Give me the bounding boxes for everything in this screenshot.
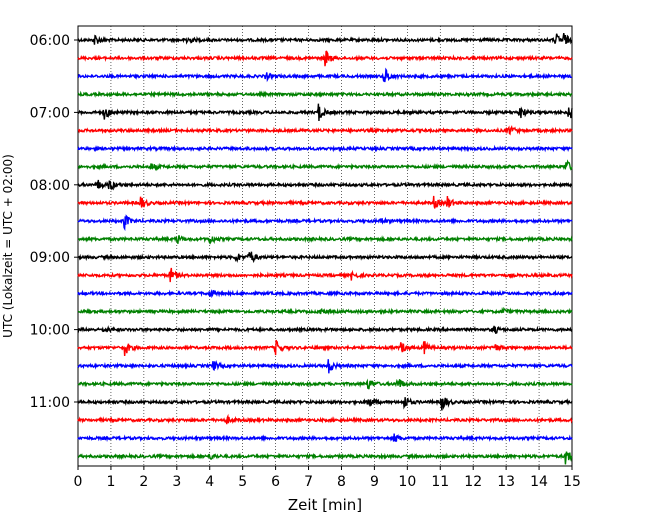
x-tick-label: 14 xyxy=(530,474,548,490)
seismic-trace xyxy=(77,67,573,83)
seismic-trace xyxy=(77,359,573,374)
seismic-trace xyxy=(77,251,573,264)
seismic-trace xyxy=(77,214,573,232)
seismic-trace xyxy=(77,378,573,390)
y-tick-label: 09:00 xyxy=(30,250,70,266)
seismic-trace xyxy=(77,289,573,299)
x-tick-label: 0 xyxy=(74,474,83,490)
seismic-trace xyxy=(77,179,573,191)
x-tick-label: 6 xyxy=(271,474,280,490)
seismic-trace xyxy=(77,144,573,153)
seismic-trace xyxy=(77,125,573,136)
x-tick-label: 13 xyxy=(497,474,515,490)
seismic-trace xyxy=(77,306,573,316)
seismic-trace xyxy=(77,267,573,283)
x-tick-label: 9 xyxy=(370,474,379,490)
x-tick-label: 12 xyxy=(464,474,482,490)
traces xyxy=(77,32,573,465)
y-axis-ticks: 06:00 07:00 08:00 09:00 10:00 11:00 xyxy=(30,33,78,411)
seismic-trace xyxy=(77,159,573,172)
seismic-trace xyxy=(77,195,573,209)
x-axis-ticks: 0 1 2 3 4 5 6 7 8 9 10 11 12 13 14 15 xyxy=(74,466,581,490)
seismic-trace xyxy=(77,433,573,443)
seismic-trace xyxy=(77,397,573,411)
x-tick-label: 8 xyxy=(337,474,346,490)
x-tick-label: 2 xyxy=(139,474,148,490)
x-tick-label: 7 xyxy=(304,474,313,490)
x-axis-label: Zeit [min] xyxy=(288,496,362,514)
seismic-trace xyxy=(77,32,573,45)
y-tick-label: 11:00 xyxy=(30,395,70,411)
seismic-trace xyxy=(77,413,573,425)
x-tick-label: 10 xyxy=(398,474,416,490)
x-tick-label: 1 xyxy=(106,474,115,490)
x-tick-label: 15 xyxy=(563,474,581,490)
y-tick-label: 06:00 xyxy=(30,33,70,49)
y-tick-label: 07:00 xyxy=(30,105,70,121)
plot-frame xyxy=(77,25,573,467)
y-tick-label: 08:00 xyxy=(30,178,70,194)
seismic-trace xyxy=(77,451,573,465)
y-tick-label: 10:00 xyxy=(30,323,70,339)
seismic-trace xyxy=(77,90,573,99)
seismic-trace xyxy=(77,339,573,357)
seismic-trace xyxy=(77,49,573,67)
x-tick-label: 4 xyxy=(205,474,214,490)
seismic-trace xyxy=(77,235,573,245)
seismic-trace xyxy=(77,325,573,334)
x-tick-label: 11 xyxy=(431,474,449,490)
x-tick-label: 3 xyxy=(172,474,181,490)
seismic-trace xyxy=(77,103,573,122)
grid xyxy=(110,26,540,466)
y-axis-label: UTC (Lokalzeit = UTC + 02:00) xyxy=(1,154,15,338)
x-tick-label: 5 xyxy=(238,474,247,490)
